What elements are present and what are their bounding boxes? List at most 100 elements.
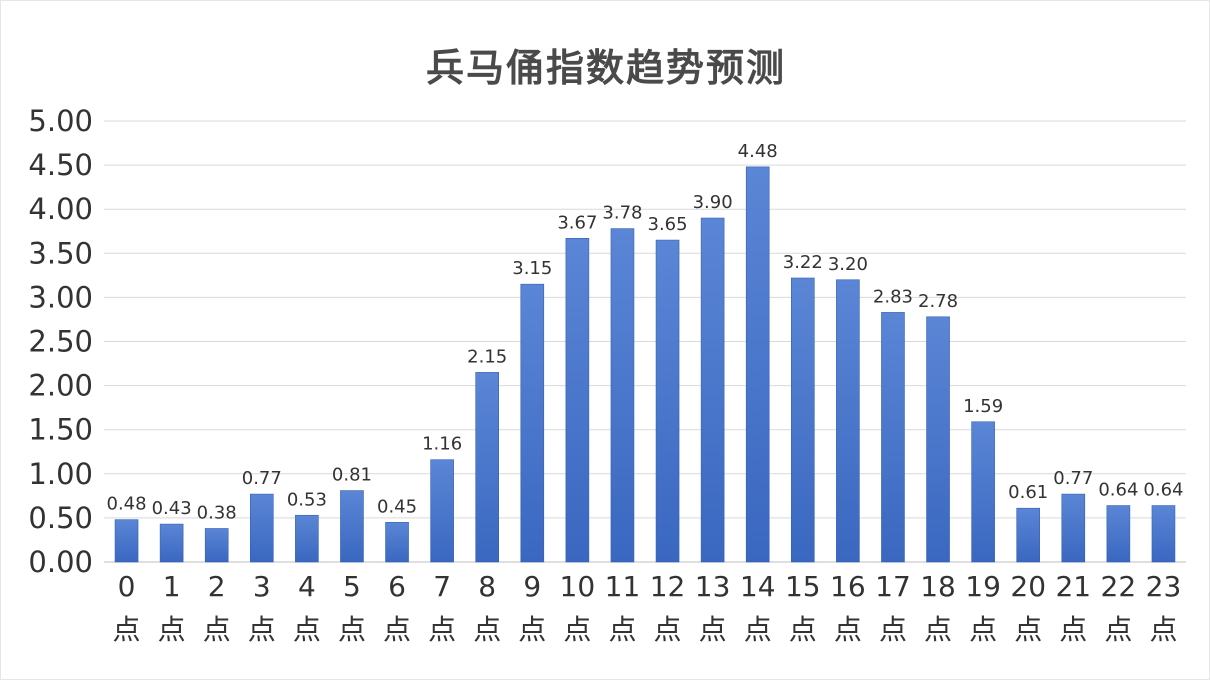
data-label: 3.15 [512,258,552,279]
x-tick-label: 0 [118,570,136,603]
bar [790,277,815,563]
bar [1106,505,1131,563]
x-tick-suffix: 点 [1149,613,1177,646]
y-tick-label: 1.50 [28,413,93,447]
bar [249,493,274,563]
x-tick-suffix: 点 [563,613,591,646]
x-tick-label: 20 [1010,570,1046,603]
data-labels: 0.48 0.43 0.380.770.530.810.451.162.153.15… [107,141,1184,524]
y-tick-label: 0.00 [28,545,93,579]
x-tick-label: 7 [433,570,451,603]
data-label: 2.83 [873,286,913,307]
x-tick-suffix: 点 [608,613,636,646]
data-label: 0.38 [197,502,237,523]
x-tick-suffix: 点 [473,613,501,646]
data-label: 0.48 [107,494,147,515]
x-tick-label: 2 [208,570,226,603]
data-label: 0.43 [152,498,192,519]
data-label: 3.90 [693,192,733,213]
data-label: 0.64 [1098,480,1138,501]
data-label: 0.45 [377,496,417,517]
y-tick-label: 2.00 [28,369,93,403]
x-tick-label: 14 [740,570,776,603]
x-tick-suffix: 点 [203,613,231,646]
x-tick-suffix: 点 [1104,613,1132,646]
x-tick-label: 6 [388,570,406,603]
data-label: 0.77 [242,468,282,489]
bar [1151,505,1176,563]
x-tick-suffix: 点 [113,613,141,646]
x-tick-suffix: 点 [518,613,546,646]
x-tick-suffix: 点 [924,613,952,646]
data-label: 0.77 [1053,468,1093,489]
x-axis-ticks: 0点1点2点3点4点5点6点7点8点9点10点11点12点13点14点15点16… [113,570,1182,646]
x-tick-suffix: 点 [293,613,321,646]
x-tick-label: 13 [695,570,731,603]
x-tick-label: 5 [343,570,361,603]
bar [430,459,454,563]
gridlines [104,120,1186,563]
data-label: 3.22 [783,252,823,273]
bar [655,239,680,563]
x-tick-suffix: 点 [1014,613,1042,646]
x-tick-label: 23 [1146,570,1182,603]
x-tick-suffix: 点 [338,613,366,646]
bar [971,421,995,563]
x-tick-label: 10 [560,570,596,603]
x-tick-suffix: 点 [1059,613,1087,646]
x-tick-label: 19 [965,570,1001,603]
bar [700,217,725,563]
x-tick-suffix: 点 [428,613,456,646]
data-label: 3.78 [602,203,642,224]
x-tick-suffix: 点 [969,613,997,646]
x-tick-label: 16 [830,570,866,603]
bar [565,238,590,563]
bar [159,523,184,563]
data-label: 2.15 [467,346,507,367]
x-tick-label: 15 [785,570,821,603]
y-axis-ticks: 0.00 0.50 1.00 1.50 2.00 2.50 3.00 3.50 4.00 4.50… [28,104,93,579]
bar [610,228,635,563]
y-tick-label: 3.50 [28,236,93,270]
bar [114,519,139,563]
data-label: 0.61 [1008,482,1048,503]
bar [295,514,319,563]
data-label: 4.48 [738,141,778,162]
x-tick-label: 22 [1101,570,1137,603]
x-tick-suffix: 点 [383,613,411,646]
x-tick-label: 11 [605,570,641,603]
bar [745,166,770,563]
y-tick-label: 2.50 [28,325,93,359]
bar [1016,507,1041,563]
data-label: 0.53 [287,489,327,510]
x-tick-label: 12 [650,570,686,603]
bar [475,372,500,563]
x-tick-suffix: 点 [248,613,276,646]
x-tick-label: 18 [920,570,956,603]
x-tick-suffix: 点 [744,613,772,646]
x-tick-label: 1 [163,570,181,603]
x-tick-label: 9 [523,570,541,603]
bar [385,522,409,563]
data-label: 1.16 [422,434,462,455]
data-label: 0.81 [332,465,372,486]
data-label: 1.59 [963,396,1003,417]
data-label: 3.65 [648,214,688,235]
x-tick-suffix: 点 [789,613,817,646]
y-tick-label: 0.50 [28,501,93,535]
y-tick-label: 5.00 [28,104,93,138]
x-tick-label: 21 [1055,570,1091,603]
data-label: 0.64 [1143,480,1183,501]
x-tick-suffix: 点 [158,613,186,646]
x-tick-label: 17 [875,570,911,603]
x-tick-suffix: 点 [699,613,727,646]
data-label: 3.67 [557,212,597,233]
bar [340,490,364,563]
bar [204,528,229,563]
data-label: 3.20 [828,254,868,275]
x-tick-label: 3 [253,570,271,603]
bar [881,312,905,563]
x-tick-suffix: 点 [834,613,862,646]
